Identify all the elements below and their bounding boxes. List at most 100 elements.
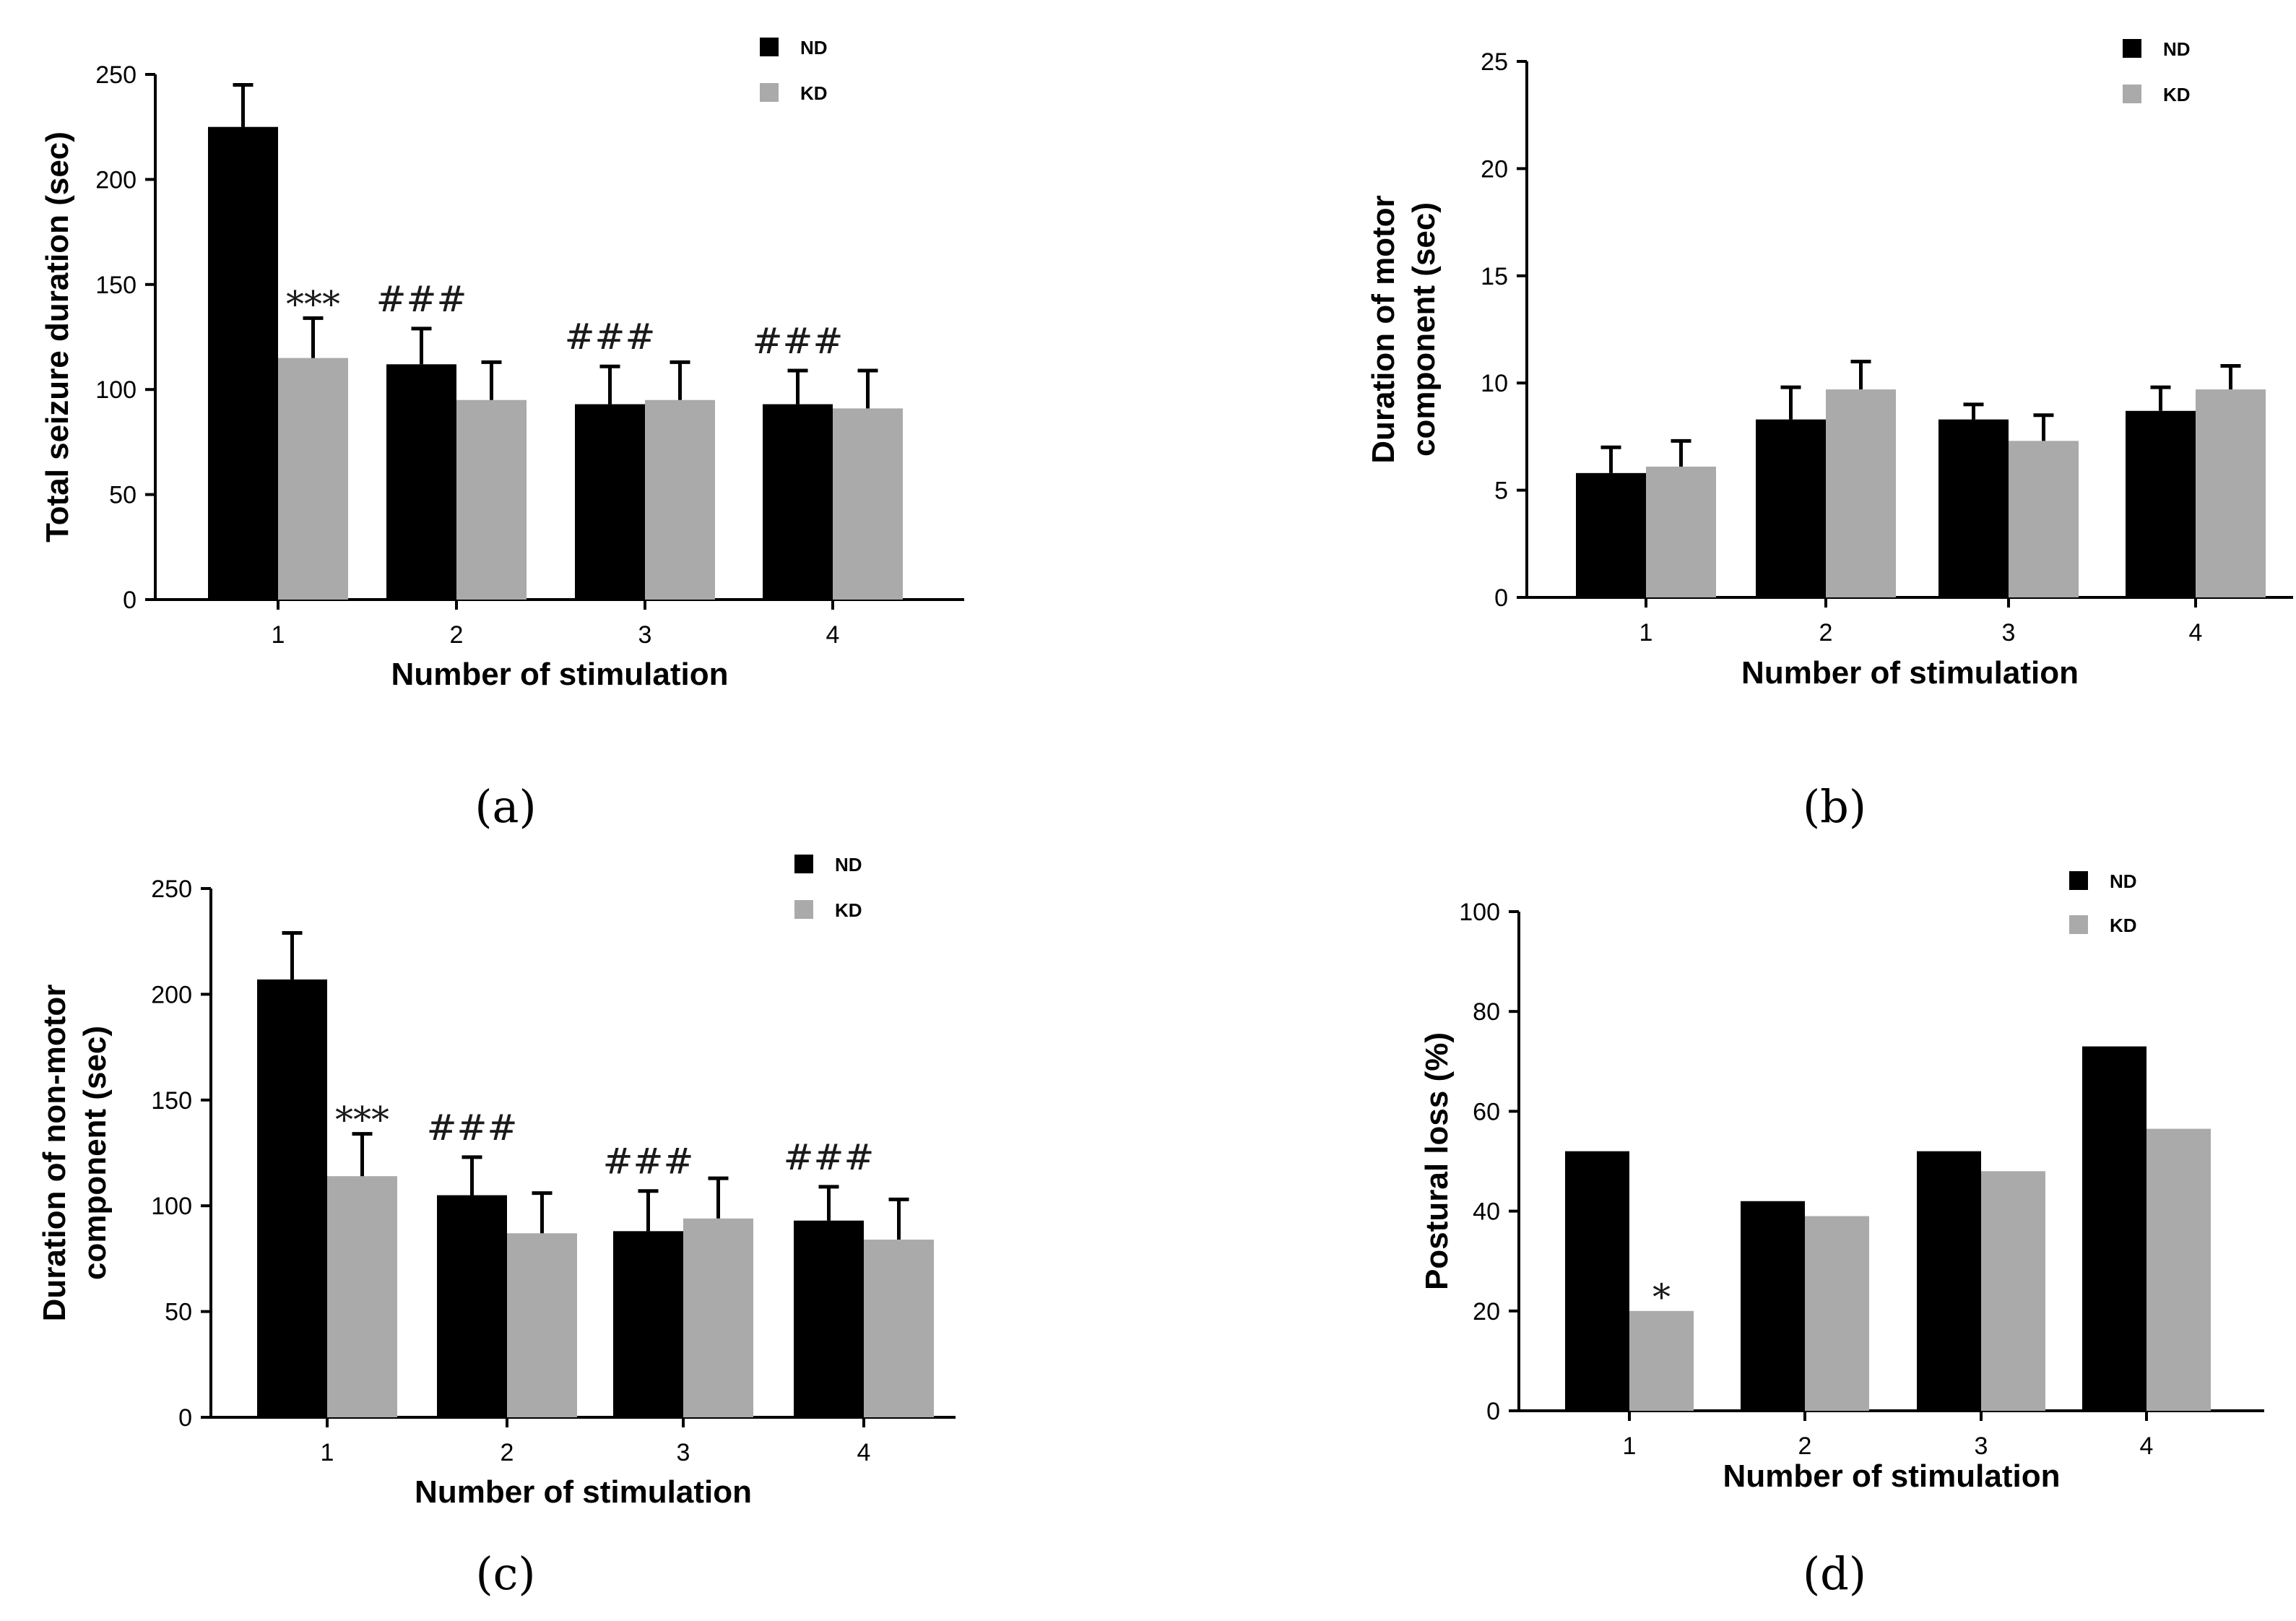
legend-label-kd: KD [800, 82, 828, 104]
bar-nd-4 [2126, 410, 2196, 597]
y-tick-label: 5 [1494, 477, 1508, 505]
legend-label-nd: ND [800, 37, 828, 59]
bar-kd-4 [2146, 1128, 2211, 1411]
y-tick-label: 150 [95, 272, 137, 299]
bar-nd-3 [575, 404, 645, 600]
y-tick-label: 0 [1494, 584, 1508, 612]
x-tick-label: 2 [501, 1439, 514, 1466]
x-tick-label: 3 [2002, 619, 2016, 647]
bar-kd-1 [278, 358, 348, 600]
y-tick-label: 20 [1481, 155, 1508, 183]
bar-nd-3 [613, 1231, 683, 1417]
y-tick-label: 10 [1481, 370, 1508, 397]
y-axis-label: Duration of motor component (sec) [1366, 195, 1442, 464]
legend-label-nd: ND [2110, 870, 2137, 892]
y-tick-label: 100 [95, 376, 137, 404]
y-axis-label: Total seizure duration (sec) [40, 131, 75, 543]
bar-nd-4 [763, 404, 833, 600]
legend-swatch-nd [794, 855, 813, 873]
chart-d: 0 20 40 60 80 100 1 2 3 4 * ND KD Number of stimulati… [1419, 870, 2264, 1494]
legend-label-kd: KD [2163, 84, 2191, 105]
bar-kd-3 [645, 399, 715, 600]
y-tick-label: 200 [95, 166, 137, 194]
y-tick-label: 150 [151, 1087, 192, 1115]
y-tick-label: 0 [178, 1404, 192, 1432]
x-tick-label: 1 [1623, 1432, 1637, 1460]
y-tick-label: 250 [95, 61, 137, 89]
significance-annotation: ### [784, 1136, 875, 1178]
x-tick-label: 3 [1975, 1432, 1988, 1460]
panel-label-a: (a) [475, 780, 536, 833]
bar-kd-3 [1981, 1171, 2045, 1411]
significance-annotation: ### [427, 1107, 518, 1149]
y-tick-label: 60 [1473, 1098, 1500, 1125]
y-axis-label: Duration of non-motor component (sec) [37, 985, 113, 1322]
y-tick-label: 100 [151, 1193, 192, 1220]
bar-kd-3 [683, 1218, 753, 1417]
significance-annotation: *** [286, 283, 340, 325]
chart-c: 0 50 100 150 200 250 1 2 3 4 *** ### ### ### ND KD Numbe… [37, 854, 956, 1510]
significance-annotation: ### [603, 1141, 694, 1183]
y-tick-label: 200 [151, 981, 192, 1008]
significance-annotation: * [1652, 1276, 1671, 1318]
significance-annotation: ### [753, 320, 844, 362]
legend-label-kd: KD [2110, 915, 2137, 936]
legend-swatch-nd [760, 38, 779, 56]
bar-kd-1 [1646, 466, 1716, 597]
x-tick-label: 4 [826, 621, 840, 649]
x-axis-label: Number of stimulation [1723, 1458, 2061, 1494]
y-tick-label: 100 [1459, 899, 1500, 926]
significance-annotation: *** [335, 1099, 389, 1141]
legend-swatch-kd [2069, 915, 2088, 934]
bar-nd-3 [1938, 419, 2009, 597]
y-axis-label-line: component (sec) [1406, 202, 1442, 457]
y-axis-label: Postural loss (%) [1419, 1032, 1455, 1290]
bar-nd-1 [208, 126, 278, 600]
x-tick-label: 1 [272, 621, 285, 649]
bar-nd-1 [1565, 1151, 1629, 1411]
y-tick-label: 50 [165, 1299, 192, 1326]
x-tick-label: 3 [638, 621, 652, 649]
y-tick-label: 25 [1481, 48, 1508, 76]
bar-nd-2 [1756, 419, 1826, 597]
x-tick-label: 2 [450, 621, 464, 649]
x-tick-label: 4 [2140, 1432, 2154, 1460]
legend-swatch-nd [2123, 39, 2141, 58]
legend-swatch-kd [2123, 85, 2141, 103]
x-tick-label: 3 [677, 1439, 690, 1466]
y-axis-label-line: Total seizure duration (sec) [40, 131, 75, 543]
bar-nd-2 [386, 364, 456, 600]
legend-swatch-kd [794, 900, 813, 919]
panel-label-d: (d) [1803, 1547, 1866, 1600]
bar-kd-1 [327, 1176, 397, 1417]
bar-nd-1 [1576, 472, 1646, 597]
x-tick-label: 2 [1819, 619, 1833, 647]
legend-label-nd: ND [2163, 38, 2191, 60]
legend-swatch-nd [2069, 871, 2088, 890]
y-tick-label: 20 [1473, 1298, 1500, 1326]
bar-nd-1 [257, 979, 327, 1417]
bar-kd-4 [833, 408, 903, 600]
bar-nd-4 [2082, 1046, 2146, 1411]
y-tick-label: 0 [123, 587, 137, 614]
legend-swatch-kd [760, 83, 779, 102]
y-axis-label-line: Duration of non-motor [37, 985, 72, 1322]
bar-nd-2 [1741, 1201, 1805, 1411]
bar-kd-2 [456, 399, 527, 600]
y-tick-label: 50 [109, 482, 137, 509]
x-tick-label: 4 [857, 1439, 871, 1466]
bar-kd-2 [507, 1233, 577, 1417]
bar-kd-2 [1826, 389, 1896, 597]
chart-b: 0 5 10 15 20 25 1 2 3 4 ND KD Number of stimulation D… [1366, 38, 2293, 691]
y-axis-label-line: component (sec) [77, 1026, 113, 1280]
bar-nd-4 [794, 1220, 864, 1417]
y-axis-label-line: Duration of motor [1366, 195, 1401, 464]
legend-label-kd: KD [835, 899, 862, 921]
panel-label-c: (c) [475, 1547, 535, 1600]
x-axis-label: Number of stimulation [391, 657, 729, 692]
chart-a: 0 50 100 150 200 250 1 2 3 4 *** ### ### ### ND KD Numbe… [40, 37, 964, 692]
bar-kd-4 [864, 1240, 934, 1417]
x-tick-label: 2 [1798, 1432, 1812, 1460]
x-axis-label: Number of stimulation [415, 1474, 752, 1510]
